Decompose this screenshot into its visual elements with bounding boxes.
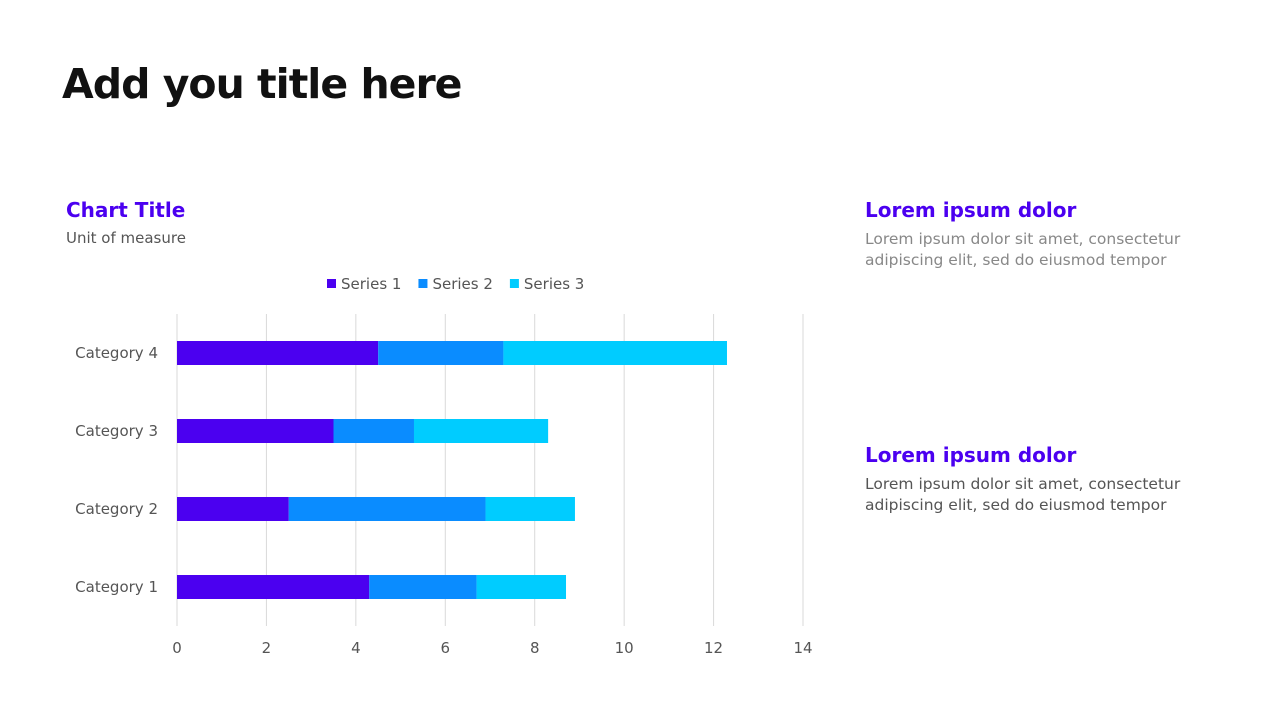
note-body-1: Lorem ipsum dolor sit amet, consectetur … (865, 230, 1181, 269)
legend-swatch (509, 279, 519, 288)
x-tick-label: 12 (704, 639, 723, 657)
legend-label: Series 3 (524, 275, 584, 293)
bar-series-2-category-4 (378, 341, 504, 365)
bar-series-3-category-2 (485, 497, 575, 521)
bar-series-3-category-1 (476, 575, 567, 599)
bar-series-1-category-2 (177, 497, 289, 521)
category-label: Category 4 (75, 344, 158, 362)
chart-subtitle: Unit of measure (66, 229, 186, 247)
x-tick-label: 8 (530, 639, 540, 657)
x-tick-label: 14 (793, 639, 812, 657)
note-heading-2: Lorem ipsum dolor (865, 443, 1077, 467)
bar-series-1-category-1 (177, 575, 370, 599)
legend-label: Series 1 (341, 275, 401, 293)
note-body-2: Lorem ipsum dolor sit amet, consectetur … (865, 475, 1181, 514)
x-tick-label: 2 (262, 639, 272, 657)
x-tick-label: 4 (351, 639, 361, 657)
bar-series-2-category-2 (288, 497, 486, 521)
slide-title: Add you title here (62, 60, 462, 108)
x-tick-label: 6 (441, 639, 451, 657)
chart-title: Chart Title (66, 198, 186, 222)
bar-series-2-category-1 (369, 575, 477, 599)
bar-series-3-category-3 (413, 419, 549, 443)
legend-swatch (327, 279, 336, 288)
category-label: Category 1 (75, 578, 158, 596)
legend-swatch (418, 279, 428, 288)
bar-series-1-category-3 (177, 419, 334, 443)
bar-series-1-category-4 (177, 341, 379, 365)
x-tick-label: 0 (172, 639, 182, 657)
bar-series-2-category-3 (333, 419, 414, 443)
legend-label: Series 2 (432, 275, 492, 293)
x-tick-label: 10 (615, 639, 634, 657)
category-label: Category 3 (75, 422, 158, 440)
category-label: Category 2 (75, 500, 158, 518)
note-heading-1: Lorem ipsum dolor (865, 198, 1077, 222)
bar-series-3-category-4 (503, 341, 727, 365)
